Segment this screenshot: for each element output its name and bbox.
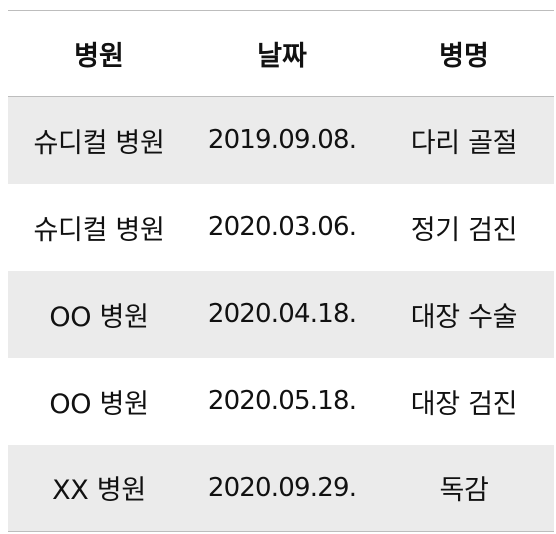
cell-hospital: 슈디컬 병원 <box>33 127 165 159</box>
medical-history-table-container: 병원 날짜 병명 슈디컬 병원 2019.09.08. 다리 골절 슈디컬 병원… <box>8 10 554 532</box>
cell-date: 2020.05.18. <box>207 386 357 416</box>
table-row: XX 병원 2020.09.29. 독감 <box>8 444 554 532</box>
table-body: 슈디컬 병원 2019.09.08. 다리 골절 슈디컬 병원 2020.03.… <box>8 96 554 532</box>
cell-hospital: XX 병원 <box>52 475 146 507</box>
table-row: OO 병원 2020.05.18. 대장 검진 <box>8 358 554 445</box>
cell-disease: 정기 검진 <box>410 214 518 246</box>
header-disease: 병명 <box>439 41 489 72</box>
header-row: 병원 날짜 병명 <box>8 10 554 97</box>
table-row: 슈디컬 병원 2020.03.06. 정기 검진 <box>8 184 554 271</box>
header-date: 날짜 <box>257 41 307 72</box>
cell-date: 2020.09.29. <box>207 472 357 503</box>
cell-hospital: 슈디컬 병원 <box>33 214 165 246</box>
cell-disease: 대장 검진 <box>410 388 518 420</box>
table-row: OO 병원 2020.04.18. 대장 수술 <box>8 270 554 358</box>
cell-date: 2020.04.18. <box>207 299 357 329</box>
cell-disease: 독감 <box>439 475 489 507</box>
header-hospital: 병원 <box>74 41 124 72</box>
cell-disease: 다리 골절 <box>410 127 518 159</box>
table-row: 슈디컬 병원 2019.09.08. 다리 골절 <box>8 96 554 184</box>
cell-disease: 대장 수술 <box>410 301 518 333</box>
cell-date: 2019.09.08. <box>207 125 357 156</box>
medical-history-table: 병원 날짜 병명 슈디컬 병원 2019.09.08. 다리 골절 슈디컬 병원… <box>8 10 554 532</box>
cell-date: 2020.03.06. <box>207 212 357 242</box>
cell-hospital: OO 병원 <box>49 301 149 333</box>
table-header: 병원 날짜 병명 <box>8 10 554 97</box>
cell-hospital: OO 병원 <box>49 388 149 420</box>
